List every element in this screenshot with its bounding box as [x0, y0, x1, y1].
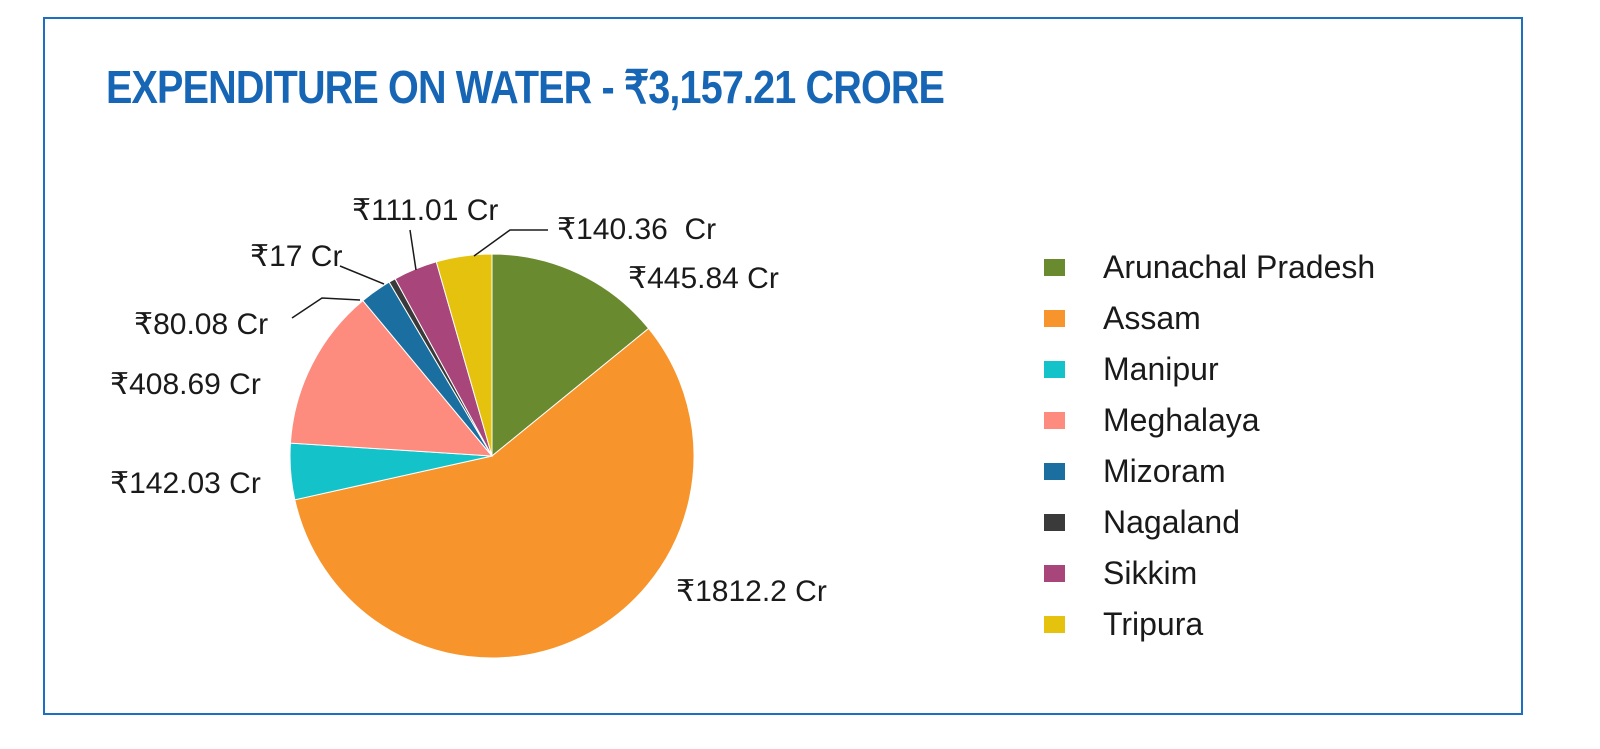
- chart-frame: [43, 17, 1523, 715]
- legend-swatch: [1044, 361, 1065, 378]
- legend-item-sikkim: Sikkim: [1044, 548, 1375, 599]
- legend-label: Tripura: [1103, 606, 1204, 642]
- legend-swatch: [1044, 310, 1065, 327]
- legend-item-nagaland: Nagaland: [1044, 497, 1375, 548]
- legend-swatch: [1044, 514, 1065, 531]
- slice-label-assam: ₹1812.2 Cr: [676, 575, 827, 608]
- slice-labels: ₹445.84 Cr ₹1812.2 Cr ₹142.03 Cr ₹408.69 Cr…: [110, 194, 827, 608]
- legend-label: Arunachal Pradesh: [1103, 249, 1376, 285]
- leader-line-nagaland: [339, 265, 385, 285]
- legend-label: Sikkim: [1103, 555, 1198, 591]
- legend-swatch: [1044, 412, 1065, 429]
- pie-slice-arunachal-pradesh: [491, 253, 650, 458]
- legend: Arunachal Pradesh Assam Manipur Meghalaya Mi…: [1044, 242, 1375, 650]
- slice-label-nagaland: ₹17 Cr: [250, 240, 342, 273]
- chart-title: EXPENDITURE ON WATER - ₹3,157.21 CRORE: [106, 61, 945, 113]
- legend-label: Nagaland: [1103, 504, 1240, 540]
- legend-label: Meghalaya: [1103, 402, 1260, 438]
- legend-item-mizoram: Mizoram: [1044, 446, 1375, 497]
- legend-item-arunachal-pradesh: Arunachal Pradesh: [1044, 242, 1375, 293]
- pie-slice-tripura: [435, 253, 493, 457]
- slice-label-sikkim: ₹111.01 Cr: [352, 194, 498, 227]
- legend-label: Assam: [1103, 300, 1201, 336]
- pie-slices: [289, 253, 695, 659]
- legend-swatch: [1044, 616, 1065, 633]
- leader-lines: [291, 229, 548, 319]
- legend-swatch: [1044, 565, 1065, 582]
- slice-label-tripura: ₹140.36 Cr: [557, 213, 716, 246]
- pie-slice-meghalaya: [289, 299, 494, 457]
- slice-label-manipur: ₹142.03 Cr: [110, 467, 261, 500]
- legend-label: Manipur: [1103, 351, 1219, 387]
- legend-label: Mizoram: [1103, 453, 1226, 489]
- leader-line-sikkim: [409, 229, 417, 271]
- legend-item-manipur: Manipur: [1044, 344, 1375, 395]
- leader-line-mizoram: [291, 297, 361, 319]
- legend-item-tripura: Tripura: [1044, 599, 1375, 650]
- legend-swatch: [1044, 463, 1065, 480]
- legend-swatch: [1044, 259, 1065, 276]
- pie-slice-assam: [294, 327, 695, 659]
- slice-label-meghalaya: ₹408.69 Cr: [110, 368, 261, 401]
- slice-label-mizoram: ₹80.08 Cr: [134, 308, 268, 341]
- leader-line-tripura: [473, 229, 548, 257]
- slice-label-arunachal-pradesh: ₹445.84 Cr: [628, 262, 779, 295]
- legend-item-meghalaya: Meghalaya: [1044, 395, 1375, 446]
- legend-item-assam: Assam: [1044, 293, 1375, 344]
